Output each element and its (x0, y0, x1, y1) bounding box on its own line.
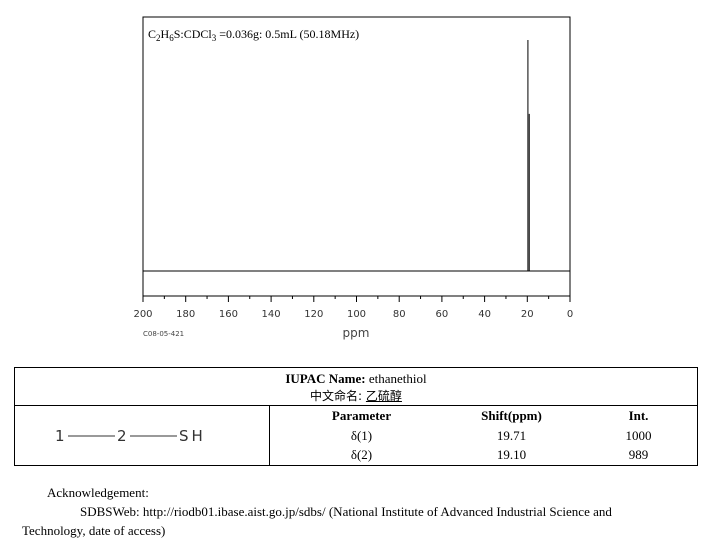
x-tick-label: 100 (347, 309, 366, 320)
iupac-label: IUPAC Name: (285, 371, 366, 386)
iupac-name-line: IUPAC Name: ethanethiol (15, 371, 697, 387)
acknowledgement-line-2: Technology, date of access) (22, 523, 166, 538)
nmr-spectrum-chart: C2H6S:CDCl3 =0.036g: 0.5mL (50.18MHz) 20… (133, 16, 573, 340)
x-tick-label: 160 (219, 309, 238, 320)
title-part-7: =0.036g: 0.5mL (50.18MHz) (216, 27, 359, 41)
title-part-6: 3 (212, 33, 217, 43)
acknowledgement-heading: Acknowledgement: (47, 485, 149, 500)
atom-2-label: 2 (117, 427, 127, 445)
chart-title: C2H6S:CDCl3 =0.036g: 0.5mL (50.18MHz) (148, 27, 359, 43)
header-shift: Shift(ppm) (481, 408, 542, 423)
title-part-3: H (161, 27, 170, 41)
atom-1-label: 1 (55, 427, 65, 445)
x-tick-label: 60 (436, 309, 449, 320)
sh-group-label: SH (179, 427, 206, 445)
header-intensity: Int. (628, 408, 649, 423)
title-part-1: C (148, 27, 156, 41)
info-table: IUPAC Name: ethanethiol 中文命名: 乙硫醇 1 2 SH… (14, 367, 698, 466)
x-tick-label: 140 (262, 309, 281, 320)
x-axis-ticks: 200 180 160 140 120 100 80 60 40 20 0 (133, 296, 573, 320)
peak-table: Parameter Shift(ppm) Int. δ(1) 19.71 100… (270, 405, 697, 465)
row-1-intensity: 1000 (625, 428, 652, 443)
plot-frame (142, 16, 571, 297)
row-1-shift: 19.71 (496, 428, 527, 443)
x-tick-label: 20 (521, 309, 534, 320)
x-tick-label: 80 (393, 309, 406, 320)
chinese-name: 乙硫醇 (365, 389, 402, 403)
x-tick-label: 200 (133, 309, 152, 320)
x-tick-label: 40 (478, 309, 491, 320)
x-tick-label: 0 (567, 309, 573, 320)
x-tick-label: 180 (176, 309, 195, 320)
structure-svg: 1 2 SH (55, 427, 206, 445)
x-tick-label: 120 (304, 309, 323, 320)
title-part-5: S:CDCl (174, 27, 213, 41)
acknowledgement-line-1: SDBSWeb: http://riodb01.ibase.aist.go.jp… (80, 504, 612, 519)
row-2-intensity: 989 (628, 447, 649, 462)
x-axis-label: ppm (343, 326, 370, 340)
header-parameter: Parameter (331, 408, 392, 423)
title-part-2: 2 (156, 33, 161, 43)
peak-lines (527, 40, 530, 271)
iupac-name: ethanethiol (368, 371, 427, 386)
chinese-name-line: 中文命名: 乙硫醇 (15, 387, 697, 404)
row-2-parameter: δ(2) (350, 447, 373, 462)
chinese-label: 中文命名: (310, 389, 363, 403)
spectrum-code: C08-05-421 (143, 330, 184, 338)
row-2-shift: 19.10 (496, 447, 527, 462)
row-1-parameter: δ(1) (350, 428, 373, 443)
name-row: IUPAC Name: ethanethiol 中文命名: 乙硫醇 (15, 368, 697, 406)
title-part-4: 6 (169, 33, 174, 43)
structure-diagram: 1 2 SH (15, 405, 270, 465)
